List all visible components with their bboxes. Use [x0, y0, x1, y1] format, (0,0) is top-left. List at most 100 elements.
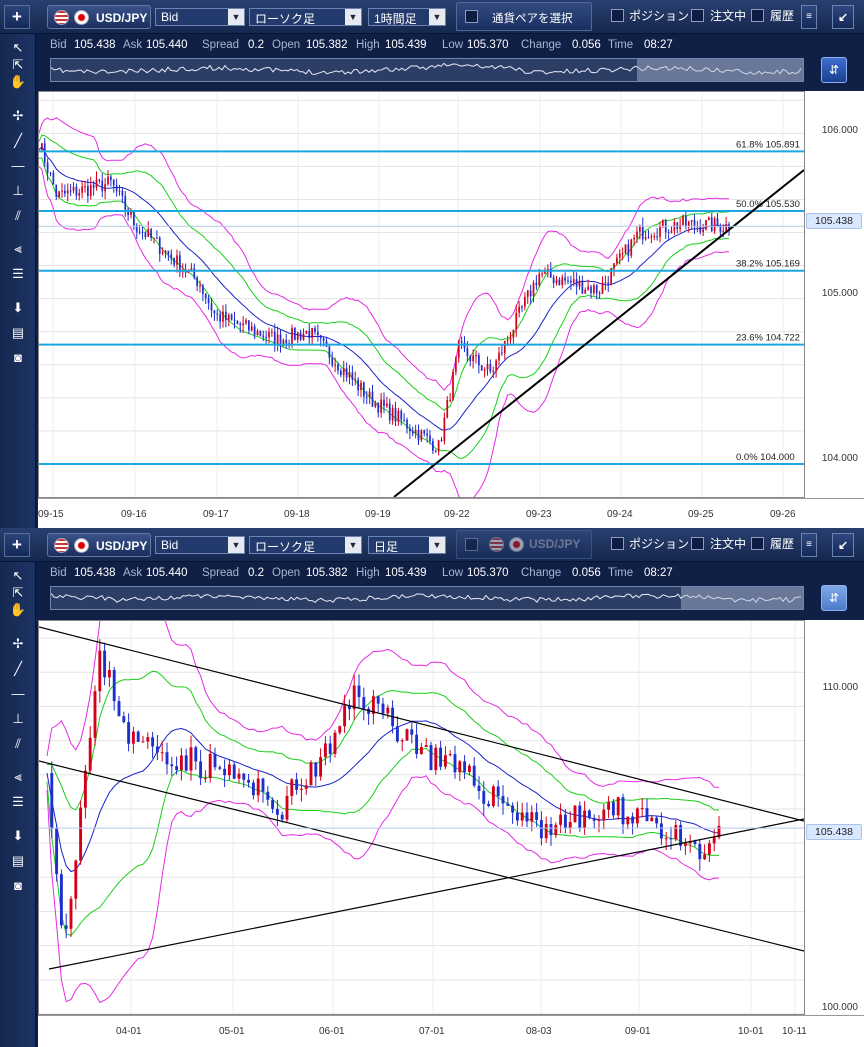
channel-icon[interactable]: ⫽: [15, 208, 21, 223]
candle-body: [121, 190, 124, 196]
candle-body: [604, 282, 607, 284]
candle-body: [130, 211, 132, 216]
fibonacci-label: 0.0% 104.000: [736, 452, 795, 463]
cursor-icon[interactable]: ↖: [12, 40, 24, 55]
minimize-icon[interactable]: ↙: [832, 533, 854, 557]
order-checkbox[interactable]: [691, 537, 704, 550]
symbol-button[interactable]: USD/JPY: [47, 533, 151, 557]
ask-label: Ask: [123, 567, 143, 579]
candle-body: [539, 820, 543, 839]
chart-toolbar: + USD/JPY Bid ▼ ローソク足 ▼ 1時間足 ▼ 通貨ペアを選択 ポ…: [0, 0, 864, 34]
price-type-select[interactable]: Bid ▼: [155, 536, 245, 554]
candle-body: [415, 734, 419, 755]
low-value: 105.370: [467, 39, 509, 51]
candle-body: [708, 217, 710, 221]
minimize-icon[interactable]: ↙: [832, 5, 854, 29]
pair-checkbox[interactable]: [465, 10, 478, 23]
fibonacci-icon[interactable]: ☰: [12, 266, 24, 281]
candle-body: [256, 330, 259, 336]
jp-flag-icon: [74, 10, 89, 25]
hand-icon[interactable]: ✋: [9, 602, 27, 617]
candle-body: [104, 184, 106, 192]
trendline-icon[interactable]: ╱: [14, 133, 22, 148]
menu-icon[interactable]: ≡: [801, 5, 817, 29]
candle-body: [218, 767, 222, 769]
candle-body: [271, 799, 275, 809]
vertical-line-icon[interactable]: ⊥: [12, 183, 24, 198]
candle-body: [595, 285, 598, 294]
fibonacci-icon[interactable]: ☰: [12, 794, 24, 809]
position-checkbox[interactable]: [611, 537, 624, 550]
crosshair-cursor-icon[interactable]: ⇱: [12, 585, 24, 600]
candle-body: [492, 370, 495, 372]
trendline-upper: [39, 626, 804, 822]
horizontal-line-icon[interactable]: —: [11, 158, 25, 173]
pin-icon[interactable]: ✢: [12, 636, 24, 651]
history-checkbox[interactable]: [751, 537, 764, 550]
menu-icon[interactable]: ≡: [801, 533, 817, 557]
list-icon[interactable]: ▤: [11, 325, 25, 340]
download-icon[interactable]: ⬇: [12, 300, 24, 315]
camera-icon[interactable]: ◙: [14, 350, 22, 365]
candle-body: [294, 327, 296, 340]
navigator-scrollbar[interactable]: [50, 586, 804, 610]
symbol-button[interactable]: USD/JPY: [47, 5, 151, 29]
fan-icon[interactable]: ⫷: [14, 769, 22, 784]
candle-body: [93, 691, 97, 738]
order-checkbox[interactable]: [691, 9, 704, 22]
navigator-window[interactable]: [637, 59, 803, 81]
order-label: 注文中: [710, 9, 747, 23]
price-chart[interactable]: [38, 620, 805, 1015]
candle-body: [158, 237, 161, 254]
cursor-icon[interactable]: ↖: [12, 568, 24, 583]
navigator-toggle-button[interactable]: ⇵: [821, 585, 847, 611]
candle-body: [78, 192, 81, 196]
pair-select-button[interactable]: USD/JPY: [456, 530, 592, 559]
candle-body: [251, 782, 255, 796]
candle-body: [338, 726, 342, 733]
candle-body: [189, 747, 193, 771]
history-checkbox[interactable]: [751, 9, 764, 22]
pin-icon[interactable]: ✢: [12, 108, 24, 123]
camera-icon[interactable]: ◙: [14, 878, 22, 893]
horizontal-line-icon[interactable]: —: [11, 686, 25, 701]
navigator-scrollbar[interactable]: [50, 58, 804, 82]
candle-body: [173, 258, 175, 265]
chart-type-select[interactable]: ローソク足 ▼: [249, 536, 362, 554]
add-chart-button[interactable]: +: [4, 5, 30, 29]
hand-icon[interactable]: ✋: [9, 74, 27, 89]
crosshair-cursor-icon[interactable]: ⇱: [12, 57, 24, 72]
add-chart-button[interactable]: +: [4, 533, 30, 557]
channel-icon[interactable]: ⫽: [15, 736, 21, 751]
candle-body: [266, 791, 270, 800]
vertical-line-icon[interactable]: ⊥: [12, 711, 24, 726]
timeframe-select[interactable]: 日足 ▼: [368, 536, 446, 554]
timeframe-select[interactable]: 1時間足 ▼: [368, 8, 446, 26]
candle-body: [144, 232, 147, 238]
navigator-toggle-button[interactable]: ⇵: [821, 57, 847, 83]
candle-body: [98, 179, 101, 181]
candle-body: [587, 810, 591, 819]
chart-type-select[interactable]: ローソク足 ▼: [249, 8, 362, 26]
candle-body: [280, 814, 284, 820]
chevron-down-icon: ▼: [429, 9, 445, 25]
candle-body: [101, 180, 104, 192]
pair-select-button[interactable]: 通貨ペアを選択: [456, 2, 592, 31]
candle-body: [521, 306, 523, 308]
list-icon[interactable]: ▤: [11, 853, 25, 868]
download-icon[interactable]: ⬇: [12, 828, 24, 843]
candle-body: [115, 185, 118, 192]
fan-icon[interactable]: ⫷: [14, 241, 22, 256]
pair-checkbox[interactable]: [465, 538, 478, 551]
navigator-window[interactable]: [681, 587, 803, 609]
price-type-select[interactable]: Bid ▼: [155, 8, 245, 26]
bollinger-band-outer-upper: [39, 117, 729, 391]
candle-body: [146, 737, 150, 742]
candle-body: [367, 708, 371, 714]
candle-body: [656, 236, 658, 238]
price-chart[interactable]: 61.8% 105.891 50.0% 105.530 38.2% 105.169 2…: [38, 91, 805, 498]
candle-body: [541, 273, 543, 275]
position-checkbox[interactable]: [611, 9, 624, 22]
trendline-icon[interactable]: ╱: [14, 661, 22, 676]
current-price-label: 105.438: [806, 213, 862, 229]
